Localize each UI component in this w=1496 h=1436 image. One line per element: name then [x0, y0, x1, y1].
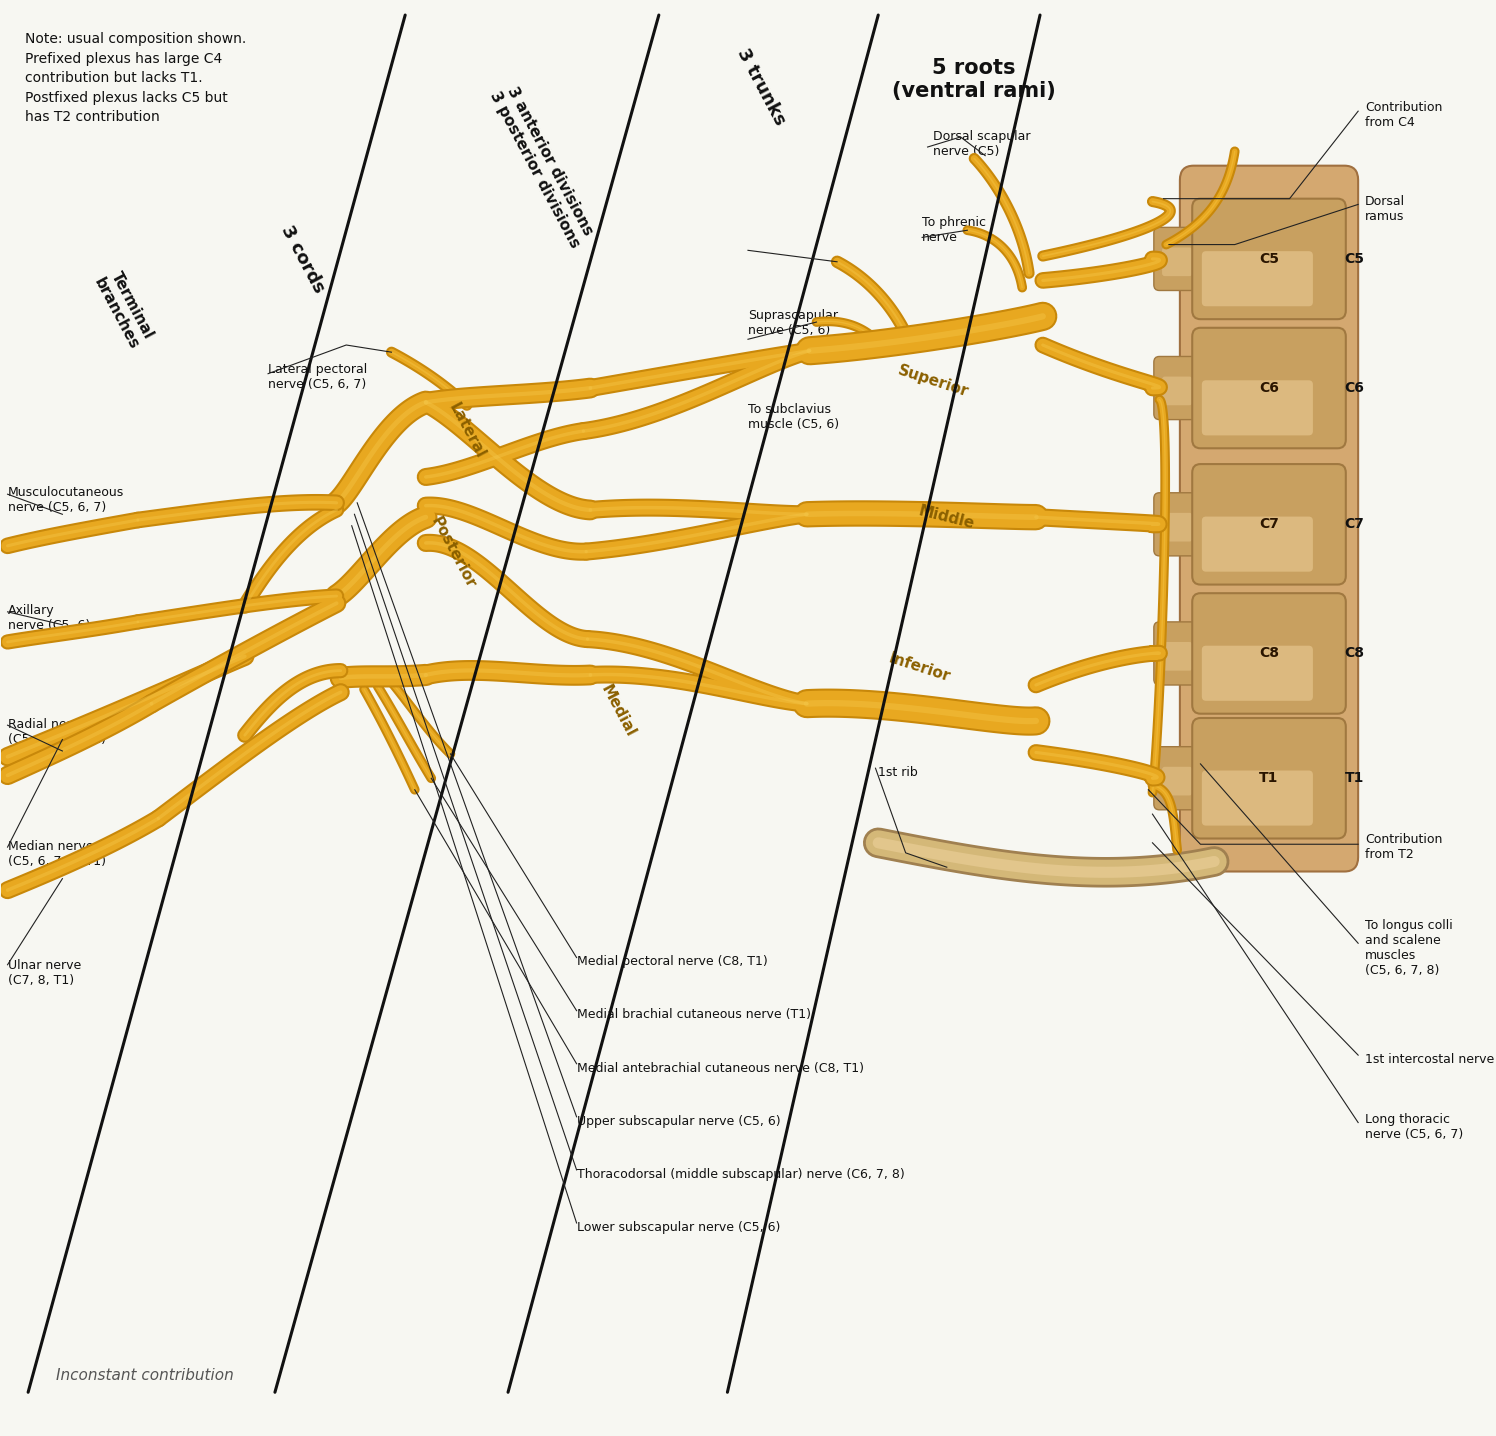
FancyBboxPatch shape: [1200, 270, 1331, 314]
Text: Ulnar nerve
(C7, 8, T1): Ulnar nerve (C7, 8, T1): [7, 959, 81, 988]
FancyBboxPatch shape: [1153, 356, 1206, 419]
FancyBboxPatch shape: [1192, 718, 1346, 839]
FancyBboxPatch shape: [1162, 376, 1192, 405]
Text: 3 cords: 3 cords: [277, 223, 328, 296]
Text: 3 trunks: 3 trunks: [735, 46, 790, 128]
Text: Long thoracic
nerve (C5, 6, 7): Long thoracic nerve (C5, 6, 7): [1364, 1113, 1463, 1140]
Text: Suprascapular
nerve (C5, 6): Suprascapular nerve (C5, 6): [748, 310, 838, 337]
FancyBboxPatch shape: [1153, 227, 1206, 290]
Text: Inferior: Inferior: [887, 651, 951, 685]
FancyBboxPatch shape: [1192, 464, 1346, 584]
FancyBboxPatch shape: [1200, 665, 1331, 709]
FancyBboxPatch shape: [1192, 593, 1346, 714]
Text: T1: T1: [1260, 771, 1279, 785]
Text: Lateral pectoral
nerve (C5, 6, 7): Lateral pectoral nerve (C5, 6, 7): [268, 362, 368, 391]
Text: T1: T1: [1345, 771, 1364, 785]
Text: Middle: Middle: [917, 503, 977, 531]
Text: Radial nerve
(C5, 6, 7, 8, T1): Radial nerve (C5, 6, 7, 8, T1): [7, 718, 106, 747]
Text: C7: C7: [1260, 517, 1279, 531]
Text: Contribution
from T2: Contribution from T2: [1364, 833, 1442, 862]
FancyBboxPatch shape: [1200, 536, 1331, 580]
Text: C8: C8: [1345, 646, 1364, 661]
FancyBboxPatch shape: [1180, 165, 1358, 872]
FancyBboxPatch shape: [1200, 399, 1331, 444]
FancyBboxPatch shape: [1153, 622, 1206, 685]
FancyBboxPatch shape: [1201, 771, 1313, 826]
Text: Upper subscapular nerve (C5, 6): Upper subscapular nerve (C5, 6): [576, 1114, 781, 1127]
Text: 1st intercostal nerve: 1st intercostal nerve: [1364, 1053, 1495, 1066]
FancyBboxPatch shape: [1201, 646, 1313, 701]
FancyBboxPatch shape: [1162, 642, 1192, 671]
Text: To subclavius
muscle (C5, 6): To subclavius muscle (C5, 6): [748, 402, 839, 431]
FancyBboxPatch shape: [1192, 327, 1346, 448]
Text: Medial: Medial: [598, 682, 637, 740]
FancyBboxPatch shape: [1200, 790, 1331, 834]
Text: Lower subscapular nerve (C5, 6): Lower subscapular nerve (C5, 6): [576, 1221, 779, 1234]
Text: Dorsal
ramus: Dorsal ramus: [1364, 195, 1405, 223]
Text: C7: C7: [1345, 517, 1364, 531]
Text: 1st rib: 1st rib: [878, 765, 919, 778]
Text: C8: C8: [1260, 646, 1279, 661]
Text: C6: C6: [1260, 381, 1279, 395]
Text: Median nerve
(C5, 6, 7, 8, T1): Median nerve (C5, 6, 7, 8, T1): [7, 840, 106, 869]
Text: C5: C5: [1260, 251, 1279, 266]
FancyBboxPatch shape: [1201, 517, 1313, 572]
Text: Note: usual composition shown.
Prefixed plexus has large C4
contribution but lac: Note: usual composition shown. Prefixed …: [25, 32, 247, 125]
FancyBboxPatch shape: [1162, 247, 1192, 276]
FancyBboxPatch shape: [1201, 251, 1313, 306]
FancyBboxPatch shape: [1162, 767, 1192, 796]
Text: Medial pectoral nerve (C8, T1): Medial pectoral nerve (C8, T1): [576, 955, 767, 968]
Text: Musculocutaneous
nerve (C5, 6, 7): Musculocutaneous nerve (C5, 6, 7): [7, 485, 124, 514]
Text: Posterior: Posterior: [428, 514, 479, 592]
Text: Medial antebrachial cutaneous nerve (C8, T1): Medial antebrachial cutaneous nerve (C8,…: [576, 1061, 863, 1074]
FancyBboxPatch shape: [1192, 198, 1346, 319]
Text: 3 anterior divisions
3 posterior divisions: 3 anterior divisions 3 posterior divisio…: [486, 80, 598, 250]
Text: C5: C5: [1345, 251, 1364, 266]
Text: Contribution
from C4: Contribution from C4: [1364, 102, 1442, 129]
Text: Thoracodorsal (middle subscapular) nerve (C6, 7, 8): Thoracodorsal (middle subscapular) nerve…: [576, 1167, 904, 1180]
Text: To phrenic
nerve: To phrenic nerve: [922, 217, 986, 244]
Text: Superior: Superior: [896, 362, 971, 399]
Text: Medial brachial cutaneous nerve (T1): Medial brachial cutaneous nerve (T1): [576, 1008, 811, 1021]
Text: Dorsal scapular
nerve (C5): Dorsal scapular nerve (C5): [934, 131, 1031, 158]
FancyBboxPatch shape: [1153, 493, 1206, 556]
Text: Lateral: Lateral: [446, 401, 488, 461]
Text: To longus colli
and scalene
muscles
(C5, 6, 7, 8): To longus colli and scalene muscles (C5,…: [1364, 919, 1453, 976]
Text: Inconstant contribution: Inconstant contribution: [55, 1367, 233, 1383]
FancyBboxPatch shape: [1153, 747, 1206, 810]
Text: 5 roots
(ventral rami): 5 roots (ventral rami): [892, 57, 1056, 102]
Text: Terminal
branches: Terminal branches: [91, 267, 157, 352]
FancyBboxPatch shape: [1162, 513, 1192, 541]
Text: C6: C6: [1345, 381, 1364, 395]
Text: Axillary
nerve (C5, 6): Axillary nerve (C5, 6): [7, 603, 90, 632]
FancyBboxPatch shape: [1201, 381, 1313, 435]
